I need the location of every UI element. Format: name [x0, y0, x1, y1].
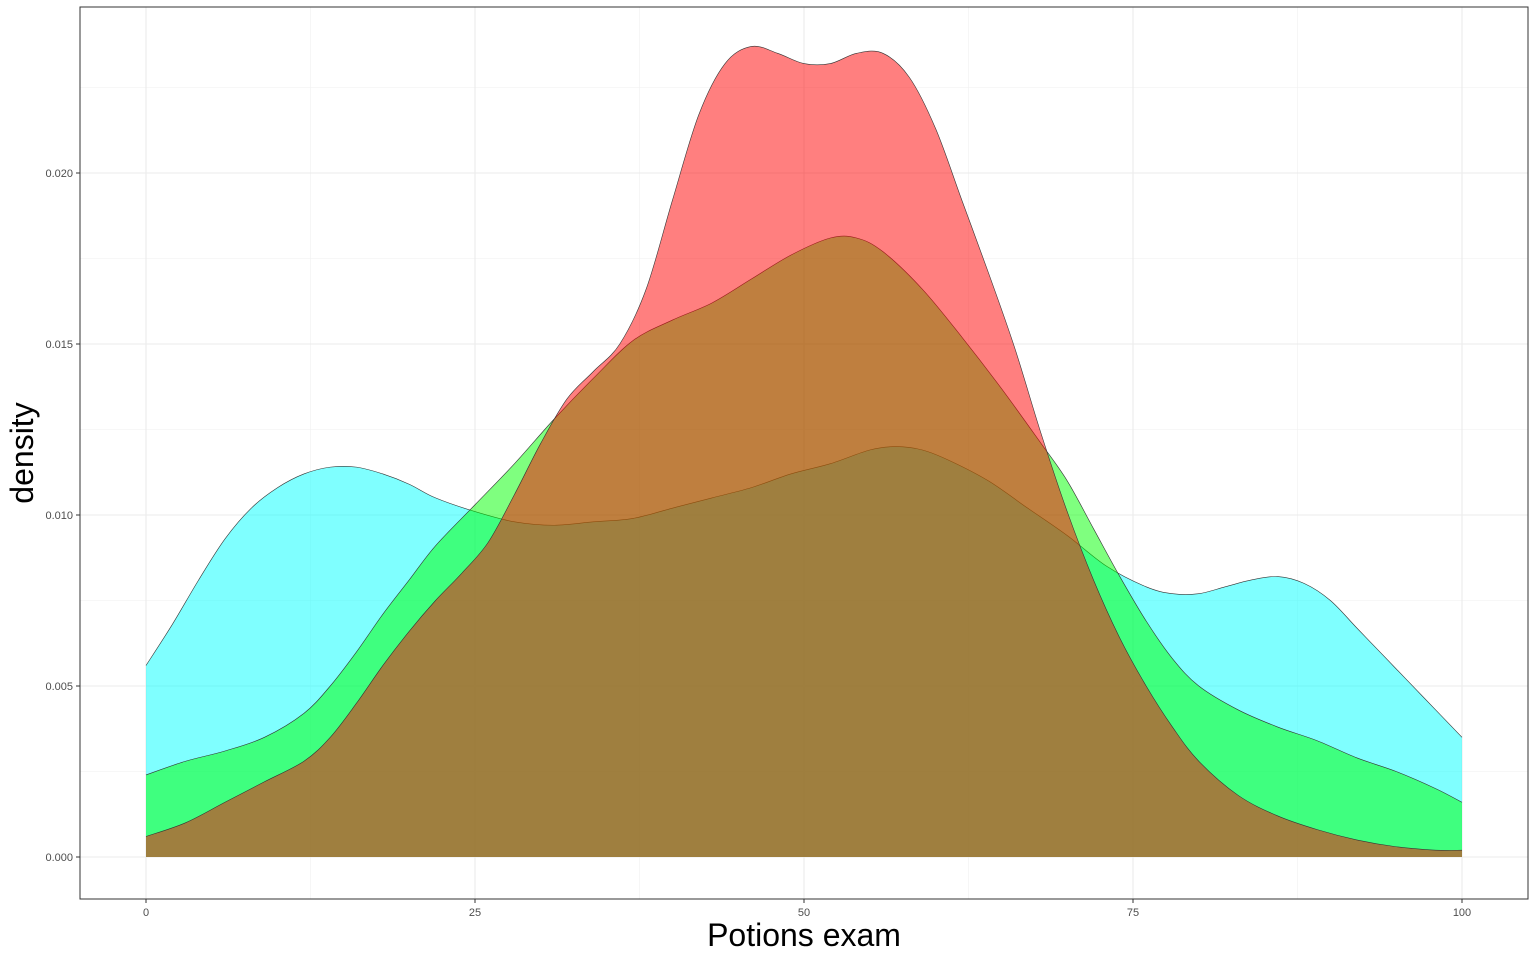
y-tick-label: 0.020 [45, 168, 73, 180]
y-axis-ticks: 0.000 0.005 0.010 0.015 0.020 [45, 168, 80, 864]
x-tick-label: 75 [1127, 907, 1139, 919]
x-axis-title: Potions exam [707, 917, 901, 953]
x-tick-label: 0 [143, 907, 149, 919]
y-tick-label: 0.015 [45, 339, 73, 351]
x-tick-label: 50 [798, 907, 810, 919]
y-tick-label: 0.005 [45, 681, 73, 693]
density-area-red-outline [145, 45, 1463, 851]
x-tick-label: 25 [469, 907, 481, 919]
y-axis-title: density [4, 402, 40, 503]
density-area-red [146, 46, 1462, 858]
density-areas [145, 45, 1463, 858]
x-tick-label: 100 [1453, 907, 1471, 919]
y-tick-label: 0.000 [45, 852, 73, 864]
x-axis-ticks: 0 25 50 75 100 [143, 899, 1471, 919]
y-tick-label: 0.010 [45, 510, 73, 522]
